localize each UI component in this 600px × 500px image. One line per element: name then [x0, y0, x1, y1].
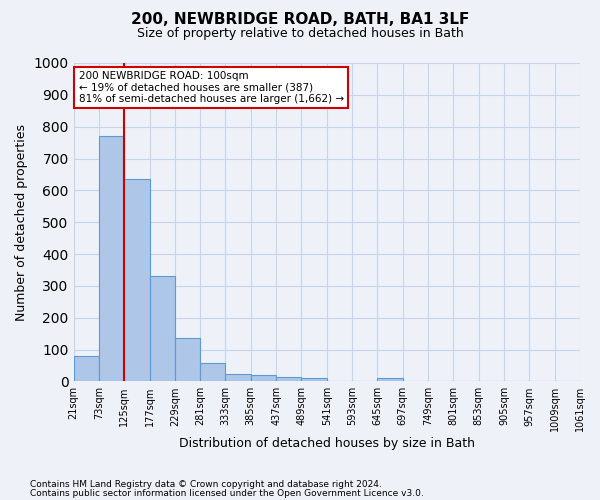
Text: Size of property relative to detached houses in Bath: Size of property relative to detached ho…: [137, 28, 463, 40]
Bar: [226, 374, 251, 382]
Bar: [175, 338, 200, 382]
Bar: [251, 375, 276, 382]
Text: 200 NEWBRIDGE ROAD: 100sqm
← 19% of detached houses are smaller (387)
81% of sem: 200 NEWBRIDGE ROAD: 100sqm ← 19% of deta…: [79, 71, 344, 104]
Bar: [200, 363, 226, 382]
Text: Contains public sector information licensed under the Open Government Licence v3: Contains public sector information licen…: [30, 488, 424, 498]
Bar: [301, 378, 327, 382]
Bar: [276, 377, 301, 382]
Bar: [99, 136, 124, 382]
Bar: [377, 378, 403, 382]
Bar: [74, 356, 99, 382]
Text: 200, NEWBRIDGE ROAD, BATH, BA1 3LF: 200, NEWBRIDGE ROAD, BATH, BA1 3LF: [131, 12, 469, 28]
Bar: [149, 276, 175, 382]
Bar: [124, 179, 149, 382]
X-axis label: Distribution of detached houses by size in Bath: Distribution of detached houses by size …: [179, 437, 475, 450]
Text: Contains HM Land Registry data © Crown copyright and database right 2024.: Contains HM Land Registry data © Crown c…: [30, 480, 382, 489]
Y-axis label: Number of detached properties: Number of detached properties: [15, 124, 28, 320]
